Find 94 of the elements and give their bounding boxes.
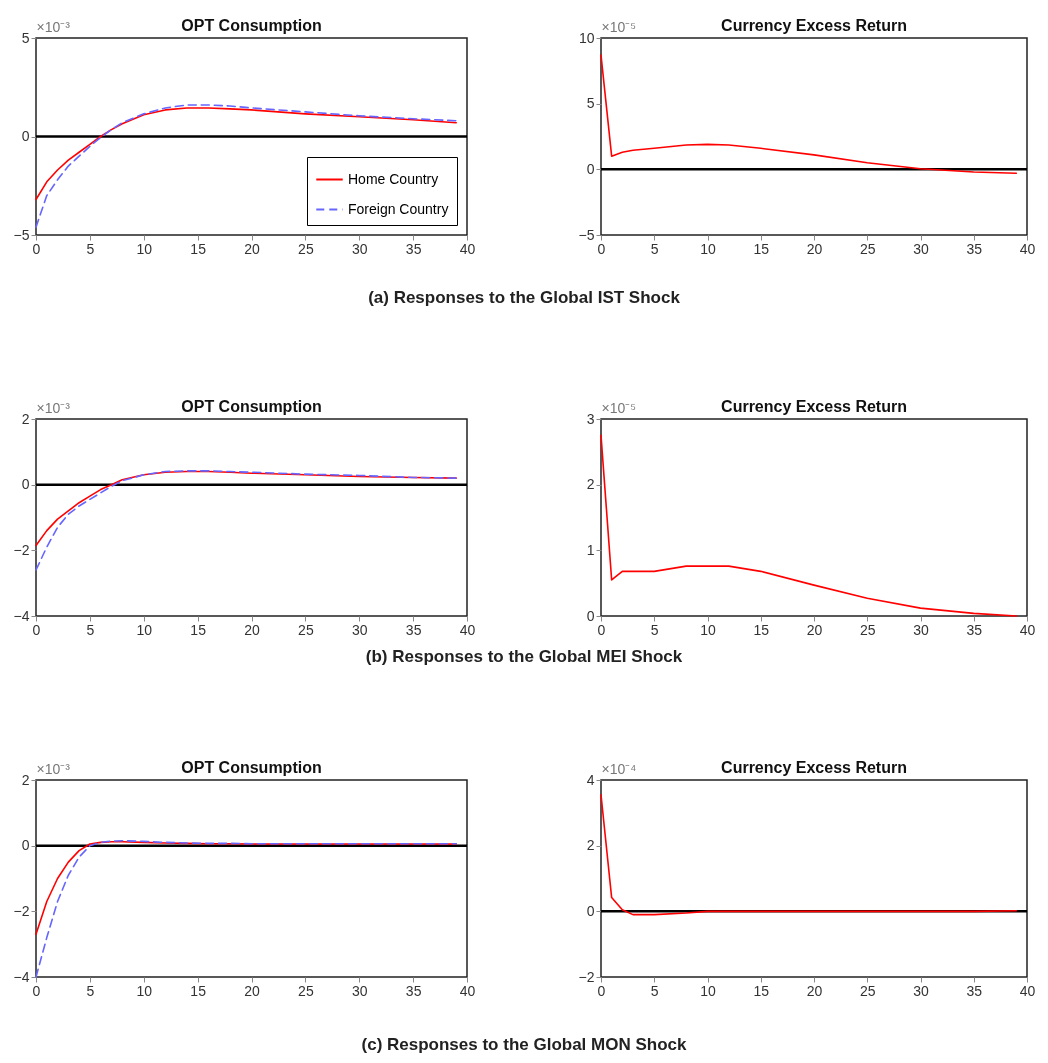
x-tick-label: 20 [806,240,823,257]
x-tick-label: 35 [405,621,422,638]
x-tick-label: 40 [459,621,476,638]
y-tick-label: 0 [21,128,30,144]
x-tick-label: 10 [700,621,716,638]
y-tick-label: −2 [578,968,595,985]
x-tick-label: 40 [1019,240,1036,257]
x-tick-label: 0 [32,621,41,638]
x-tick-label: 35 [966,621,983,638]
x-tick-label: 30 [351,240,368,257]
x-tick-label: 10 [136,240,153,257]
x-tick-label: 40 [459,240,476,257]
x-tick-label: 25 [298,621,314,638]
x-tick-label: 5 [650,621,659,638]
x-tick-label: 15 [190,621,207,638]
x-tick-label: 5 [650,240,659,257]
legend-label: Home Country [348,170,439,187]
y-tick-label: 5 [586,95,595,112]
x-tick-label: 10 [136,621,153,638]
x-tick-label: 5 [650,982,659,999]
x-tick-label: 10 [700,982,716,999]
y-axis-title: ×10⁻³ [36,399,71,416]
y-tick-label: −4 [13,607,30,624]
y-tick-label: 0 [586,902,595,919]
x-tick-label: 20 [244,621,260,638]
x-tick-label: 10 [700,240,716,257]
x-tick-label: 25 [859,621,876,638]
x-tick-label: 0 [32,982,41,999]
x-tick-label: 30 [351,982,368,999]
y-tick-label: 1 [586,541,595,558]
x-tick-label: 40 [1019,621,1036,638]
y-tick-label: 0 [586,607,595,624]
chart-title: OPT Consumption [181,759,322,776]
y-tick-label: 4 [586,771,595,788]
x-tick-label: 5 [86,982,95,999]
y-tick-label: 0 [586,160,595,177]
x-tick-label: 30 [351,621,368,638]
x-tick-label: 15 [753,621,770,638]
x-tick-label: 25 [298,982,314,999]
chart-title: Currency Excess Return [721,759,907,776]
y-tick-label: −5 [13,226,30,243]
y-tick-label: −5 [578,226,595,243]
x-tick-label: 15 [190,982,207,999]
x-tick-label: 35 [966,982,983,999]
text: (a) Responses to the Global IST Shock [367,288,681,308]
chart-title: OPT Consumption [181,17,322,34]
x-tick-label: 35 [405,240,422,257]
x-tick-label: 25 [859,240,876,257]
x-tick-label: 35 [405,982,422,999]
x-tick-label: 30 [913,621,929,638]
y-tick-label: 2 [586,476,595,493]
x-tick-label: 5 [86,240,95,257]
y-tick-label: 0 [21,837,30,854]
y-tick-label: −2 [13,541,30,558]
x-tick-label: 25 [298,240,314,257]
y-axis-title: ×10⁻³ [36,18,71,35]
legend-label: Foreign Country [348,200,449,217]
x-tick-label: 0 [597,621,606,638]
x-tick-label: 30 [913,982,929,999]
y-axis-title: ×10⁻⁵ [601,18,637,35]
y-tick-label: 2 [21,410,30,427]
x-tick-label: 10 [136,982,153,999]
chart-title: OPT Consumption [181,398,322,415]
y-axis-title: ×10⁻³ [36,760,71,777]
x-tick-label: 20 [806,982,823,999]
x-tick-label: 15 [753,982,770,999]
text: (b) Responses to the Global MEI Shock [364,647,684,667]
x-tick-label: 40 [459,982,476,999]
y-tick-label: −2 [13,902,30,919]
x-tick-label: 20 [244,982,260,999]
y-tick-label: −4 [13,968,30,985]
y-axis-title: ×10⁻⁵ [601,399,637,416]
x-tick-label: 30 [913,240,929,257]
x-tick-label: 0 [597,240,606,257]
x-tick-label: 20 [806,621,823,638]
x-tick-label: 20 [244,240,260,257]
chart-title: Currency Excess Return [721,398,907,415]
x-tick-label: 25 [859,982,876,999]
x-tick-label: 0 [32,240,41,257]
y-tick-label: 3 [586,410,595,427]
x-tick-label: 5 [86,621,95,638]
y-axis-title: ×10⁻⁴ [601,760,637,777]
x-tick-label: 15 [190,240,207,257]
y-tick-label: 5 [21,29,30,46]
y-tick-label: 2 [586,837,595,854]
x-tick-label: 40 [1019,982,1036,999]
x-tick-label: 35 [966,240,983,257]
x-tick-label: 15 [753,240,770,257]
y-tick-label: 10 [578,29,595,46]
y-tick-label: 2 [21,771,30,788]
x-tick-label: 0 [597,982,606,999]
y-tick-label: 0 [21,476,30,493]
text: (c) Responses to the Global MON Shock [360,1035,688,1055]
chart-title: Currency Excess Return [721,17,907,34]
